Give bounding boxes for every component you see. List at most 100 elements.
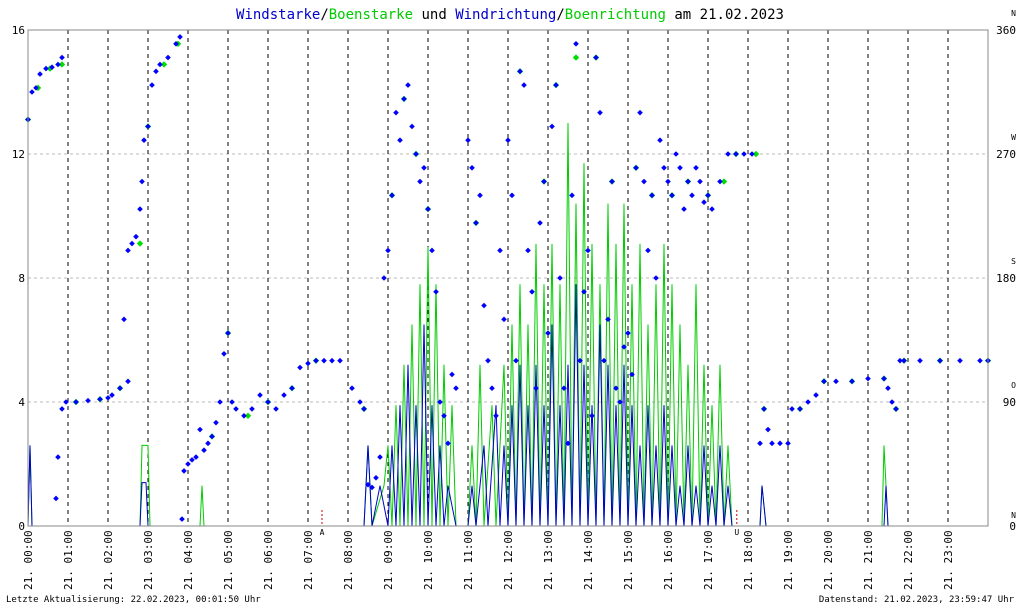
x-tick-label: 21. 22:00 [902,530,915,590]
wind-direction-point [149,82,155,88]
wind-direction-point [177,34,183,40]
compass-letter: N [1011,511,1016,520]
y-left-tick-label: 0 [18,520,25,533]
wind-direction-point [185,461,191,467]
wind-direction-point [397,137,403,144]
wind-direction-point [433,288,439,295]
wind-direction-point [629,371,635,378]
wind-direction-point [489,385,495,392]
wind-direction-point [63,399,69,405]
title-sep1: / [320,7,328,23]
wind-direction-point [701,199,707,206]
grid-layer [27,29,988,527]
wind-direction-point [633,164,639,171]
wind-direction-point [265,399,271,405]
wind-direction-point [937,357,943,364]
y-right-tick-label: 0 [1009,520,1016,533]
wind-direction-point [821,378,827,385]
gust-direction-point [244,412,252,419]
wind-direction-point [55,61,61,68]
wind-direction-point [473,220,479,226]
wind-direction-point [229,399,235,405]
wind-direction-point [105,395,111,401]
wind-direction-point [53,495,59,502]
wind-direction-point [517,68,523,75]
x-tick-label: 21. 19:00 [782,530,795,590]
title-date: am 21.02.2023 [666,7,784,23]
wind-direction-point [653,275,659,281]
title-windrichtung: Windrichtung [455,7,556,23]
wind-direction-point [897,357,903,364]
wind-direction-point [109,392,115,398]
wind-direction-point [513,357,519,364]
wind-direction-point [541,178,547,185]
wind-direction-point [337,357,343,364]
wind-direction-point [525,247,531,254]
wind-direction-point [601,357,607,364]
wind-direction-point [533,385,539,392]
wind-direction-point [481,302,487,309]
wind-direction-point [165,54,171,61]
x-tick-label: 21. 02:00 [102,530,115,590]
wind-direction-point [33,85,39,91]
x-tick-label: 21. 05:00 [222,530,235,590]
wind-direction-point [409,123,415,130]
wind-direction-point [173,40,179,47]
wind-direction-point [449,371,455,378]
wind-direction-point [373,474,379,481]
wind-direction-point [85,397,91,404]
wind-direction-point [957,357,963,364]
y-right-tick-label: 90 [1003,396,1016,409]
wind-direction-point [181,468,187,474]
wind-direction-point [661,164,667,171]
wind-direction-point [73,399,79,405]
x-tick-label: 21. 11:00 [462,530,475,590]
x-tick-label: 21. 01:00 [62,530,75,590]
wind-direction-point [205,440,211,447]
wind-direction-point [765,426,771,433]
wind-direction-point [537,220,543,226]
wind-direction-point [977,357,983,364]
wind-direction-point [585,247,591,254]
wind-direction-point [217,399,223,405]
points-layer [24,34,992,522]
wind-direction-point [361,406,367,412]
x-tick-label: 21. 04:00 [182,530,195,590]
gust-direction-point [136,240,144,247]
wind-direction-point [901,357,907,364]
wind-direction-point [641,178,647,185]
wind-direction-point [55,454,61,460]
wind-direction-point [637,109,643,116]
title-sep2: / [556,7,564,23]
wind-direction-point [201,447,207,454]
wind-direction-point [613,385,619,392]
wind-direction-point [485,357,491,364]
wind-direction-point [849,378,855,385]
wind-direction-point [233,406,239,412]
wind-direction-point [59,54,65,61]
wind-direction-point [445,440,451,447]
wind-direction-point [329,357,335,364]
wind-direction-point [881,375,887,382]
wind-direction-point [125,247,131,254]
wind-direction-point [153,68,159,75]
y-right-tick-label: 360 [996,24,1016,37]
footer-last-update: Letzte Aktualisierung: 22.02.2023, 00:01… [6,595,261,605]
wind-direction-point [657,137,663,144]
wind-direction-point [29,89,35,95]
wind-direction-point [865,375,871,382]
wind-direction-point [357,399,363,405]
wind-direction-point [179,516,185,522]
wind-direction-point [805,399,811,405]
wind-direction-point [557,275,563,281]
wind-direction-point [141,137,147,144]
wind-direction-point [889,399,895,405]
wind-direction-point [789,406,795,412]
wind-direction-point [717,178,723,185]
wind-direction-point [257,392,263,398]
y-left-tick-label: 16 [12,24,25,37]
wind-direction-point [369,484,375,491]
wind-direction-point [193,454,199,460]
wind-direction-point [681,206,687,212]
